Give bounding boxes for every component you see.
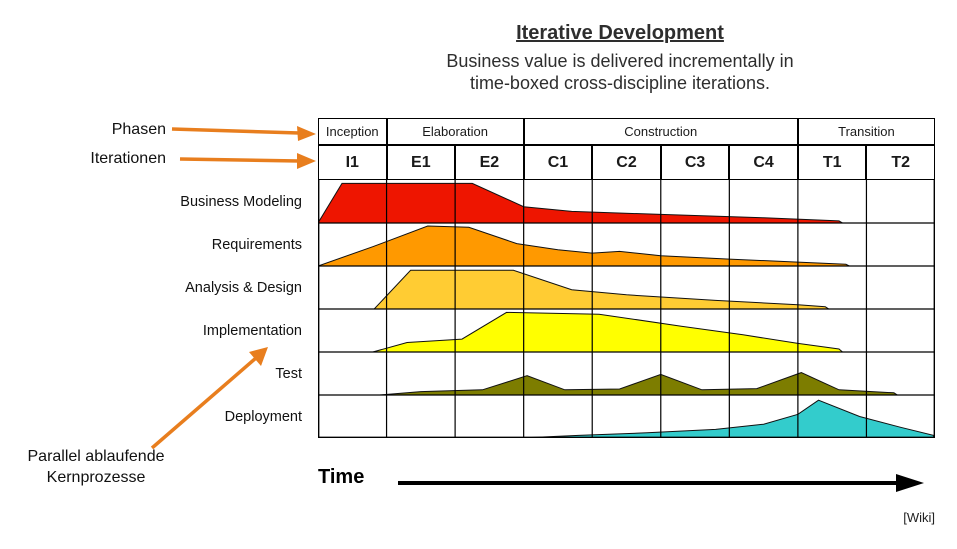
phasen-arrow-icon (171, 126, 316, 141)
phase-cell-inception: Inception (318, 118, 387, 145)
subtitle-line-1: Business value is delivered incrementall… (446, 51, 794, 71)
discipline-humps-area (318, 180, 935, 438)
discipline-humps-chart (318, 180, 935, 438)
hump-analysis-design (373, 269, 831, 310)
time-label: Time (318, 466, 365, 488)
iteration-cell-e2: E2 (455, 145, 524, 180)
phasen-label: Phasen (111, 121, 166, 138)
discipline-label-analysis-design: Analysis & Design (185, 279, 302, 296)
iterationen-arrow-icon (179, 153, 316, 169)
hump-business-modeling (318, 182, 845, 224)
iteration-cell-t2: T2 (866, 145, 935, 180)
time-arrow-icon (398, 474, 924, 492)
iteration-cell-c4: C4 (729, 145, 798, 180)
iterations-header-row: I1 E1 E2 C1 C2 C3 C4 T1 T2 (318, 145, 935, 180)
hump-implementation (372, 311, 844, 353)
iteration-cell-t1: T1 (797, 145, 867, 180)
phase-cell-construction: Construction (523, 118, 798, 145)
parallel-label-line-1: Parallel ablaufende (27, 448, 165, 465)
credit-label: [Wiki] (903, 510, 935, 525)
iteration-cell-c2: C2 (592, 145, 661, 180)
subtitle-line-2: time-boxed cross-discipline iterations. (469, 73, 771, 93)
iteration-cell-e1: E1 (386, 145, 456, 180)
phase-cell-elaboration: Elaboration (386, 118, 524, 145)
discipline-label-business-modeling: Business Modeling (180, 193, 302, 210)
hump-requirements (318, 225, 850, 267)
discipline-label-requirements: Requirements (211, 236, 302, 253)
phases-header-row: Inception Elaboration Construction Trans… (318, 118, 935, 145)
page-title: Iterative Development (516, 22, 724, 44)
discipline-label-test: Test (275, 365, 302, 382)
phase-cell-transition: Transition (797, 118, 935, 145)
iteration-grid: Inception Elaboration Construction Trans… (318, 118, 935, 438)
iteration-cell-i1: I1 (318, 145, 387, 180)
iterationen-label: Iterationen (90, 150, 166, 167)
parallel-label-line-2: Kernprozesse (46, 469, 146, 486)
hump-test (379, 372, 899, 396)
iteration-cell-c1: C1 (523, 145, 593, 180)
title-block: Iterative Development Business value is … (320, 22, 920, 94)
discipline-label-implementation: Implementation (202, 322, 302, 339)
parallel-kernprozesse-label: Parallel ablaufende Kernprozesse (2, 446, 190, 488)
hump-deployment (520, 399, 935, 438)
discipline-label-deployment: Deployment (224, 408, 302, 425)
iteration-cell-c3: C3 (660, 145, 730, 180)
